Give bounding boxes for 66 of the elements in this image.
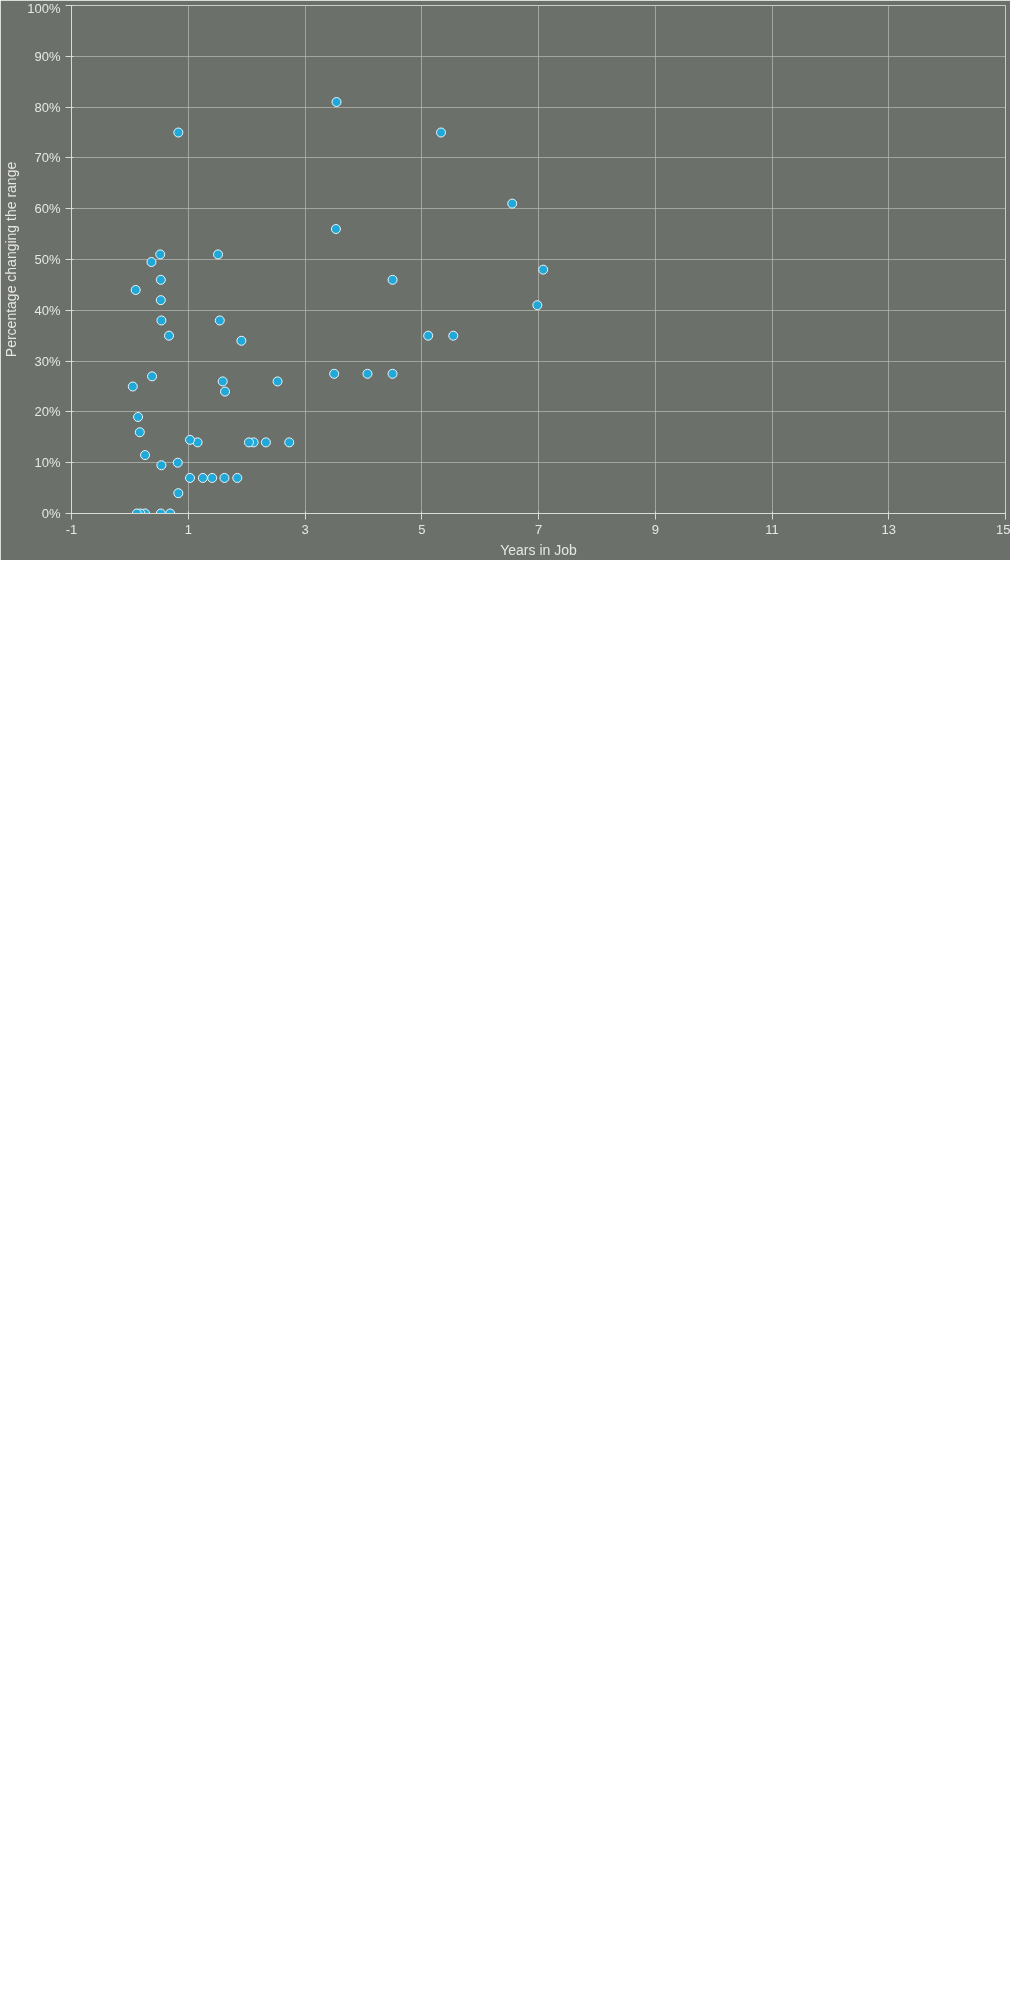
y-tick-label: 100% <box>27 0 61 16</box>
x-tick-label: 7 <box>534 521 543 537</box>
point <box>532 300 543 311</box>
y-axis-title: Percentage changing the range <box>3 161 20 358</box>
point <box>243 437 254 448</box>
point <box>185 434 195 445</box>
point <box>197 472 208 483</box>
point <box>423 330 434 341</box>
y-tick-label: 60% <box>34 201 61 217</box>
point <box>185 472 195 483</box>
y-tick-label: 50% <box>34 252 61 267</box>
point <box>155 295 166 306</box>
point <box>173 127 184 138</box>
point <box>236 335 247 346</box>
point <box>387 274 398 285</box>
y-tick-label: 30% <box>34 353 61 369</box>
point <box>172 457 183 468</box>
x-tick-label: 1 <box>184 521 192 537</box>
point <box>213 249 224 260</box>
point <box>220 386 231 397</box>
point <box>448 330 459 341</box>
point <box>155 274 166 285</box>
point <box>219 472 230 483</box>
point <box>147 371 158 382</box>
point <box>163 330 174 341</box>
point <box>217 376 228 387</box>
point <box>146 257 157 268</box>
y-tick-label: 40% <box>34 302 61 318</box>
x-tick-label: -1 <box>65 521 78 537</box>
point <box>260 437 271 448</box>
point <box>156 460 167 471</box>
point <box>362 368 373 379</box>
y-tick-label: 20% <box>34 404 61 420</box>
point <box>436 127 447 138</box>
point <box>232 472 243 483</box>
point <box>156 315 167 326</box>
point <box>140 450 151 461</box>
y-tick-label: 70% <box>34 150 61 166</box>
x-tick-label: 5 <box>418 521 426 537</box>
point <box>192 437 203 448</box>
point <box>387 368 398 379</box>
y-tick-label: 10% <box>34 455 61 471</box>
point <box>284 437 295 448</box>
point <box>173 488 184 499</box>
point <box>538 264 549 275</box>
x-axis-title: Years in Job <box>500 541 577 558</box>
point <box>214 315 225 326</box>
x-tick-label: 11 <box>765 521 779 537</box>
y-tick-label: 0% <box>41 506 61 521</box>
point <box>207 472 218 483</box>
x-tick-label: 9 <box>651 521 659 537</box>
x-tick-label: 15 <box>996 521 1011 537</box>
point <box>331 97 342 108</box>
point <box>155 249 166 260</box>
y-tick-label: 80% <box>34 99 61 115</box>
point <box>134 427 145 438</box>
point <box>127 381 138 392</box>
point <box>272 376 283 387</box>
point <box>507 198 518 209</box>
x-tick-label: 3 <box>301 521 309 537</box>
point <box>329 368 340 379</box>
point <box>330 224 341 235</box>
point <box>130 284 141 295</box>
x-tick-label: 13 <box>881 521 896 537</box>
y-tick-label: 90% <box>34 48 61 64</box>
point <box>133 411 144 422</box>
